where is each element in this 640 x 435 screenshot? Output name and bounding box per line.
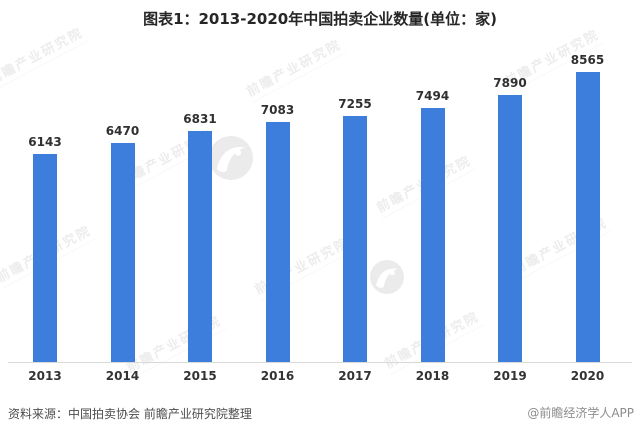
bar-2020: [575, 72, 600, 362]
bar-2015: [188, 131, 212, 362]
bar-value-label: 8565: [570, 53, 605, 67]
bar-value-label: 7890: [493, 76, 527, 90]
x-tick-label: 2013: [28, 369, 62, 383]
bar-value-label: 6143: [28, 135, 62, 149]
x-axis-line: [8, 362, 632, 363]
bar-2019: [498, 95, 522, 362]
bar-value-label: 6470: [105, 124, 140, 138]
x-tick-label: 2015: [183, 369, 217, 383]
x-tick-label: 2016: [260, 369, 295, 383]
bar-2016: [265, 122, 290, 362]
bar-value-label: 7494: [415, 89, 450, 103]
bar-2013: [33, 154, 57, 362]
bar-2014: [110, 143, 135, 362]
x-tick-label: 2018: [415, 369, 450, 383]
x-tick-label: 2014: [105, 369, 140, 383]
chart-title: 图表1：2013-2020年中国拍卖企业数量(单位：家): [143, 10, 497, 28]
bar-value-label: 7255: [338, 97, 372, 111]
bar-2018: [420, 108, 445, 362]
x-tick-label: 2017: [338, 369, 372, 383]
bar-value-label: 6831: [183, 112, 217, 126]
bar-value-label: 7083: [260, 103, 295, 117]
x-tick-label: 2020: [570, 369, 605, 383]
x-tick-label: 2019: [493, 369, 527, 383]
source-note: 资料来源：中国拍卖协会 前瞻产业研究院整理: [8, 407, 252, 421]
credit-note: @前瞻经济学人APP: [527, 406, 634, 420]
bar-2017: [343, 116, 367, 362]
